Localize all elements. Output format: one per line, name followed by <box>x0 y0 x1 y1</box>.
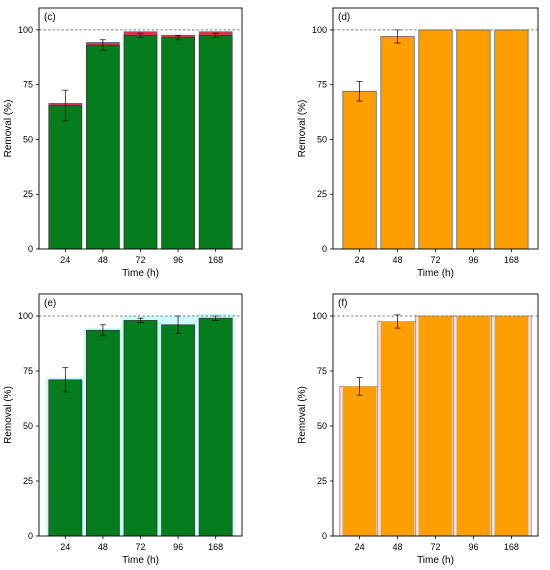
chart-x-tick-label: 96 <box>173 255 183 265</box>
chart-bar <box>48 105 83 250</box>
chart-bar <box>418 29 453 250</box>
chart-x-tick-label: 48 <box>98 542 108 552</box>
chart-y-tick-label: 75 <box>317 80 327 90</box>
chart-x-tick-label: 96 <box>468 255 478 265</box>
chart-panel-label: (e) <box>44 298 56 309</box>
chart-x-tick-label: 168 <box>208 542 223 552</box>
chart-bar <box>380 321 415 537</box>
chart-y-tick-label: 100 <box>312 25 327 35</box>
chart-bar <box>86 44 120 250</box>
chart-y-tick-label: 0 <box>322 244 327 254</box>
chart-bar <box>123 35 158 250</box>
chart-x-tick-label: 168 <box>208 255 223 265</box>
chart-y-tick-label: 50 <box>23 134 33 144</box>
chart-panel-label: (f) <box>338 298 347 309</box>
chart-y-tick-label: 75 <box>23 366 33 376</box>
chart-y-tick-label: 100 <box>312 311 327 321</box>
chart-bar <box>342 90 377 250</box>
chart-x-tick-label: 168 <box>504 255 519 265</box>
chart-y-tick-label: 25 <box>23 189 33 199</box>
chart-y-tick-label: 0 <box>28 531 33 541</box>
chart-y-axis-title: Removal (%) <box>3 386 14 444</box>
chart-x-tick-label: 24 <box>355 255 365 265</box>
chart-x-tick-label: 72 <box>135 542 145 552</box>
chart-y-tick-label: 25 <box>317 189 327 199</box>
chart-y-tick-label: 75 <box>23 80 33 90</box>
chart-y-tick-label: 75 <box>317 366 327 376</box>
chart-y-axis-title: Removal (%) <box>297 100 308 158</box>
chart-y-tick-label: 25 <box>317 476 327 486</box>
chart-panel-label: (c) <box>44 12 56 23</box>
chart-y-tick-label: 0 <box>322 531 327 541</box>
chart-x-tick-label: 24 <box>355 542 365 552</box>
chart-y-tick-label: 0 <box>28 244 33 254</box>
chart-y-axis-title: Removal (%) <box>3 100 14 158</box>
chart-panel-1: 0 25 50 75 100 24 48 72 96 168 Time (h) Removal (%)… <box>3 7 243 279</box>
chart-x-axis-title: Time (h) <box>122 555 159 566</box>
chart-bar <box>380 36 415 250</box>
chart-x-tick-label: 96 <box>173 542 183 552</box>
chart-bar <box>123 320 158 537</box>
chart-bar <box>456 315 491 537</box>
chart-panel-4: 0 25 50 75 100 24 48 72 96 168 Time (h) Removal (%)… <box>297 293 539 566</box>
chart-bar <box>494 29 529 250</box>
chart-x-axis-title: Time (h) <box>417 555 454 566</box>
chart-bar <box>198 317 233 537</box>
chart-bar <box>456 29 491 250</box>
chart-bar <box>161 37 195 250</box>
chart-y-tick-label: 50 <box>23 421 33 431</box>
chart-x-tick-label: 168 <box>504 542 519 552</box>
chart-panel-2: 0 25 50 75 100 24 48 72 96 168 Time (h) Removal (%)… <box>297 7 539 279</box>
chart-x-tick-label: 24 <box>60 255 70 265</box>
chart-x-tick-label: 48 <box>393 255 403 265</box>
chart-x-axis-title: Time (h) <box>122 268 159 279</box>
chart-y-tick-label: 50 <box>317 421 327 431</box>
chart-y-axis-title: Removal (%) <box>297 386 308 444</box>
chart-y-tick-label: 100 <box>18 311 33 321</box>
chart-bar <box>161 324 195 537</box>
chart-x-tick-label: 48 <box>98 255 108 265</box>
chart-bar <box>342 386 377 537</box>
chart-panel-3: 0 25 50 75 100 24 48 72 96 168 Time (h) Removal (%)… <box>3 293 243 566</box>
chart-bar <box>494 315 529 537</box>
chart-bar <box>418 315 453 537</box>
chart-x-tick-label: 48 <box>393 542 403 552</box>
chart-y-tick-label: 50 <box>317 134 327 144</box>
chart-bar <box>198 35 233 250</box>
chart-y-tick-label: 25 <box>23 476 33 486</box>
chart-x-tick-label: 72 <box>430 255 440 265</box>
chart-x-tick-label: 96 <box>468 542 478 552</box>
chart-bar <box>48 379 83 537</box>
chart-x-tick-label: 24 <box>60 542 70 552</box>
chart-x-tick-label: 72 <box>430 542 440 552</box>
chart-x-tick-label: 72 <box>135 255 145 265</box>
chart-x-axis-title: Time (h) <box>417 268 454 279</box>
chart-y-tick-label: 100 <box>18 25 33 35</box>
chart-panel-label: (d) <box>338 12 350 23</box>
chart-bar <box>86 329 120 537</box>
